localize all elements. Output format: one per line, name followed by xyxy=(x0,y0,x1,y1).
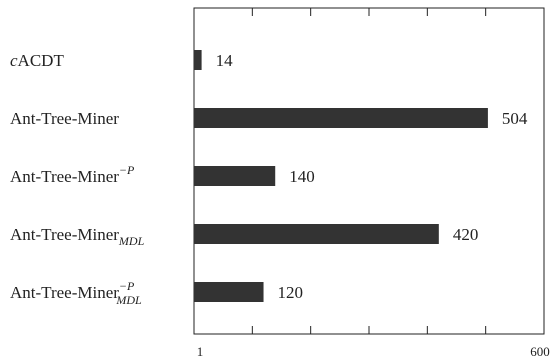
value-labels: 14 504 140 420 120 xyxy=(216,51,528,302)
bar-value-label: 14 xyxy=(216,51,234,70)
x-tick-labels: 1 600 xyxy=(197,344,550,359)
bar xyxy=(194,50,202,70)
bar-value-label: 420 xyxy=(453,225,479,244)
bar-value-label: 120 xyxy=(278,283,304,302)
bars-group xyxy=(194,50,488,302)
axis-ticks xyxy=(193,8,545,334)
bar xyxy=(194,224,439,244)
category-label: Ant-Tree-Miner−P xyxy=(10,163,135,186)
x-tick-label-max: 600 xyxy=(530,344,550,359)
bar xyxy=(194,108,488,128)
category-labels: cACDT Ant-Tree-Miner Ant-Tree-Miner−P Ant-T… xyxy=(10,51,145,307)
category-label: Ant-Tree-Miner−P MDL xyxy=(10,279,142,307)
bar xyxy=(194,166,276,186)
bar-value-label: 140 xyxy=(289,167,315,186)
category-label: cACDT xyxy=(10,51,64,70)
category-label: Ant-Tree-Miner xyxy=(10,109,119,128)
bar-value-label: 504 xyxy=(502,109,528,128)
bar xyxy=(194,282,264,302)
category-label: Ant-Tree-MinerMDL xyxy=(10,225,145,248)
x-tick-label-min: 1 xyxy=(197,344,204,359)
